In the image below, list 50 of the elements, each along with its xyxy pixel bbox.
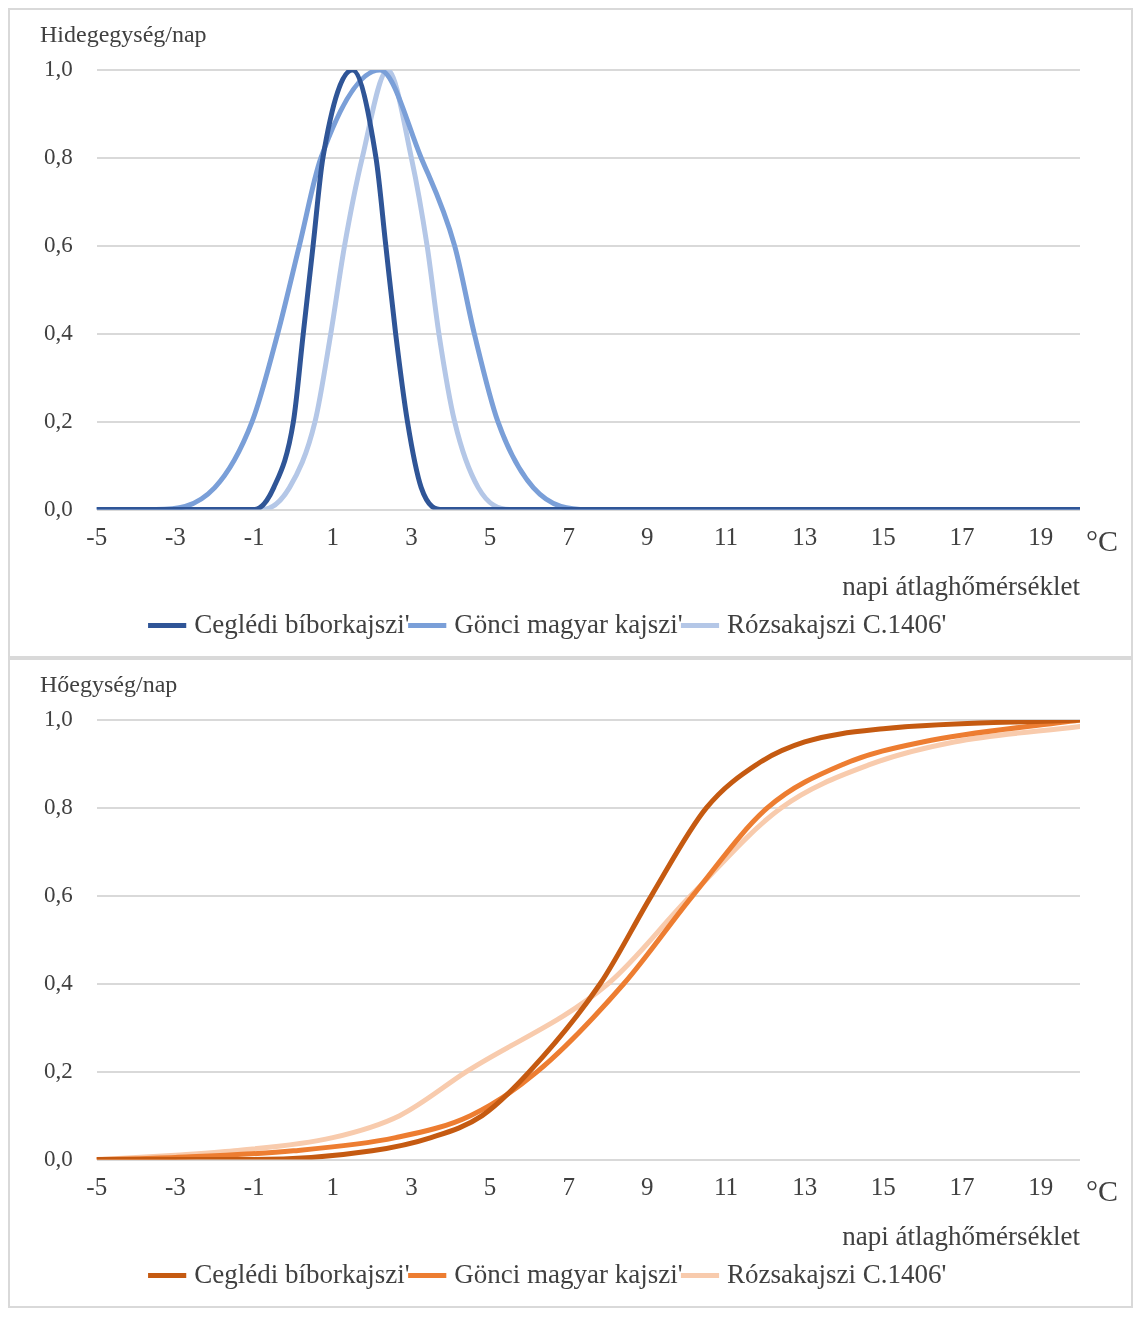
y-tick-label: 0,0: [44, 495, 73, 521]
x-tick-label: -3: [165, 523, 186, 551]
y-tick-label: 0,8: [44, 143, 73, 169]
x-tick-label: 1: [326, 1173, 339, 1201]
y-tick-label: 1,0: [44, 56, 73, 82]
x-tick-label: 19: [1028, 523, 1054, 551]
x-tick-label: 3: [405, 1173, 418, 1201]
x-tick-label: 7: [562, 523, 575, 551]
y-tick-label: 0,2: [44, 1057, 73, 1083]
x-tick-label: 7: [562, 1173, 575, 1201]
x-tick-label: 1: [326, 523, 339, 551]
y-tick-label: 0,4: [44, 319, 74, 345]
y-tick-label: 0,6: [44, 881, 73, 907]
y-axis-title: Hidegegység/nap: [40, 21, 207, 48]
x-tick-label: -5: [86, 1173, 108, 1201]
legend-label: Gönci magyar kajszi': [454, 1258, 683, 1289]
x-tick-label: 11: [713, 1173, 739, 1201]
x-tick-label: 9: [641, 1173, 654, 1201]
x-tick-label: 17: [949, 1173, 975, 1201]
legend-label: Rózsakajszi C.1406': [727, 1258, 947, 1289]
y-tick-label: 0,0: [44, 1145, 73, 1171]
x-tick-label: 17: [949, 523, 975, 551]
y-axis-title: Hőegység/nap: [40, 671, 178, 698]
legend-label: Gönci magyar kajszi': [454, 608, 683, 639]
x-tick-label: 15: [870, 1173, 896, 1201]
y-tick-label: 1,0: [44, 706, 73, 732]
x-tick-label: -1: [243, 523, 265, 551]
x-tick-label: 13: [792, 523, 818, 551]
legend-label: Ceglédi bíborkajszi': [194, 1258, 410, 1289]
x-tick-label: 5: [483, 523, 497, 551]
x-tick-label: 11: [713, 523, 739, 551]
x-tick-label: 15: [870, 523, 896, 551]
x-tick-label: 19: [1028, 1173, 1054, 1201]
x-axis-title: napi átlaghőmérséklet: [842, 1220, 1081, 1251]
text: °C: [1086, 1174, 1119, 1208]
x-axis-title: napi átlaghőmérséklet: [842, 570, 1081, 601]
y-tick-label: 0,4: [44, 969, 74, 995]
text: °C: [1086, 524, 1119, 558]
legend-label: Rózsakajszi C.1406': [727, 608, 947, 639]
x-tick-label: -3: [165, 1173, 186, 1201]
legend-label: Ceglédi bíborkajszi': [194, 608, 410, 639]
x-tick-label: 5: [483, 1173, 497, 1201]
x-tick-label: 13: [792, 1173, 818, 1201]
x-tick-label: -1: [243, 1173, 265, 1201]
x-tick-label: 3: [405, 523, 418, 551]
y-tick-label: 0,6: [44, 231, 73, 257]
x-tick-label: -5: [86, 523, 108, 551]
x-tick-label: 9: [641, 523, 654, 551]
y-tick-label: 0,2: [44, 407, 73, 433]
y-tick-label: 0,8: [44, 793, 73, 819]
